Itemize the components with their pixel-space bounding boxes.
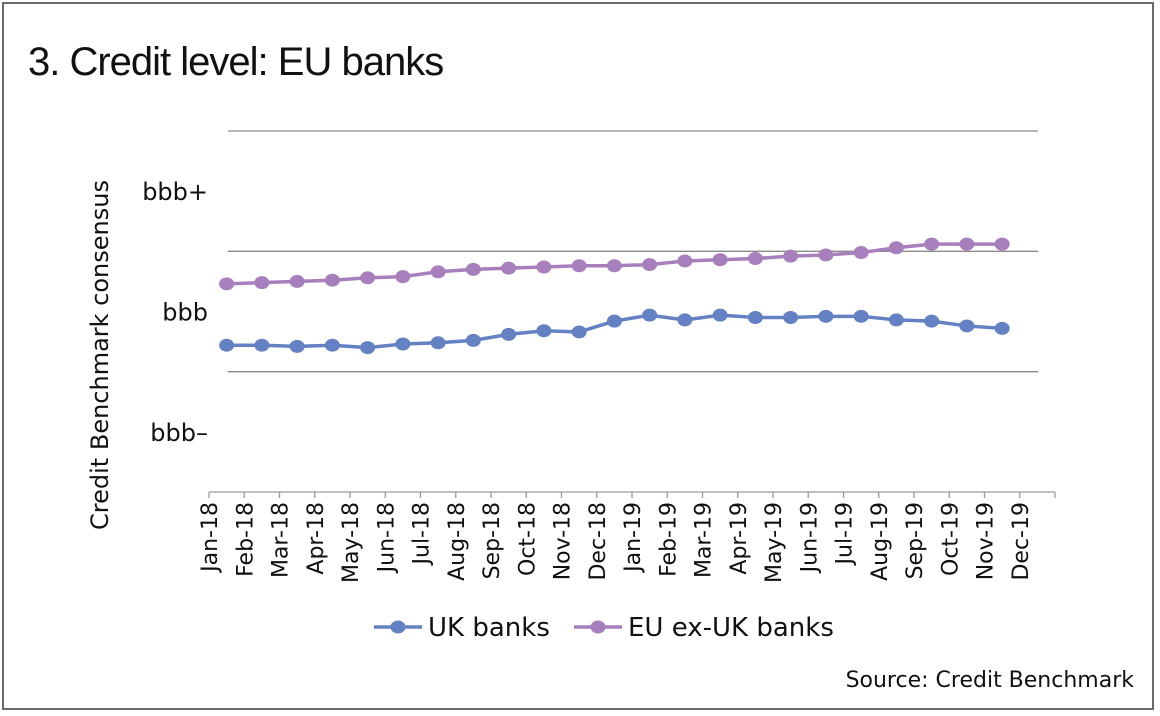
- data-point: [395, 337, 411, 351]
- data-point: [571, 325, 587, 339]
- legend-label: UK banks: [428, 613, 550, 643]
- legend-marker: [390, 620, 406, 634]
- data-point: [747, 252, 763, 266]
- data-point: [536, 260, 552, 274]
- data-point: [254, 276, 270, 290]
- data-point: [888, 241, 904, 255]
- y-axis-title: Credit Benchmark consensus: [86, 180, 114, 530]
- y-tick-label: bbb: [162, 299, 208, 327]
- data-point: [888, 313, 904, 327]
- data-point: [360, 341, 376, 355]
- data-point: [430, 336, 446, 350]
- data-point: [818, 248, 834, 262]
- data-point: [924, 314, 940, 328]
- data-point: [783, 249, 799, 263]
- data-point: [219, 277, 235, 291]
- x-tick-label: Jul-19: [833, 502, 858, 566]
- x-tick-label: Dec-19: [1009, 502, 1034, 581]
- data-point: [324, 273, 340, 287]
- data-point: [747, 311, 763, 325]
- x-tick-label: May-18: [339, 502, 364, 583]
- x-tick-label: Dec-18: [586, 502, 611, 581]
- y-tick-label: bbb+: [142, 178, 208, 206]
- data-point: [677, 313, 693, 327]
- x-tick-label: Jan-19: [621, 502, 646, 574]
- data-point: [360, 271, 376, 285]
- x-tick-label: Jul-18: [410, 502, 435, 566]
- x-tick-label: Sep-18: [480, 502, 505, 579]
- legend-label: EU ex-UK banks: [628, 613, 834, 643]
- x-tick-label: Oct-18: [515, 502, 540, 576]
- data-point: [571, 259, 587, 273]
- data-point: [465, 333, 481, 347]
- x-tick-label: Feb-19: [656, 502, 681, 577]
- x-tick-label: Aug-19: [868, 502, 893, 581]
- data-point: [642, 308, 658, 322]
- chart-title: 3. Credit level: EU banks: [28, 40, 444, 84]
- data-point: [994, 321, 1010, 335]
- data-point: [430, 265, 446, 279]
- x-tick-label: Jun-19: [797, 502, 822, 574]
- x-tick-label: Apr-19: [727, 502, 752, 575]
- x-tick-label: Mar-18: [269, 502, 294, 578]
- x-tick-label: Aug-18: [445, 502, 470, 581]
- x-tick-label: Sep-19: [903, 502, 928, 579]
- data-point: [219, 338, 235, 352]
- x-tick-label: Feb-18: [233, 502, 258, 577]
- data-point: [289, 339, 305, 353]
- data-point: [853, 309, 869, 323]
- data-point: [642, 258, 658, 272]
- data-point: [289, 274, 305, 288]
- data-point: [959, 237, 975, 251]
- data-point: [959, 319, 975, 333]
- data-point: [606, 259, 622, 273]
- x-tick-label: Nov-19: [974, 502, 999, 580]
- source-note: Source: Credit Benchmark: [845, 668, 1134, 693]
- x-tick-label: May-19: [762, 502, 787, 583]
- data-point: [536, 324, 552, 338]
- data-point: [395, 270, 411, 284]
- x-tick-label: Jun-18: [374, 502, 399, 574]
- data-point: [501, 327, 517, 341]
- data-point: [712, 308, 728, 322]
- y-tick-label: bbb–: [150, 419, 208, 447]
- data-point: [783, 311, 799, 325]
- legend-marker: [590, 620, 606, 634]
- x-tick-label: Oct-19: [938, 502, 963, 576]
- x-tick-label: Nov-18: [551, 502, 576, 580]
- data-point: [465, 262, 481, 276]
- data-point: [853, 246, 869, 260]
- x-tick-label: Apr-18: [304, 502, 329, 575]
- data-point: [501, 261, 517, 275]
- data-point: [818, 309, 834, 323]
- data-point: [254, 338, 270, 352]
- x-tick-label: Jan-18: [198, 502, 223, 574]
- data-point: [994, 237, 1010, 251]
- data-point: [677, 254, 693, 268]
- data-point: [924, 237, 940, 251]
- data-point: [606, 314, 622, 328]
- data-point: [324, 338, 340, 352]
- x-tick-label: Mar-19: [692, 502, 717, 578]
- data-point: [712, 253, 728, 267]
